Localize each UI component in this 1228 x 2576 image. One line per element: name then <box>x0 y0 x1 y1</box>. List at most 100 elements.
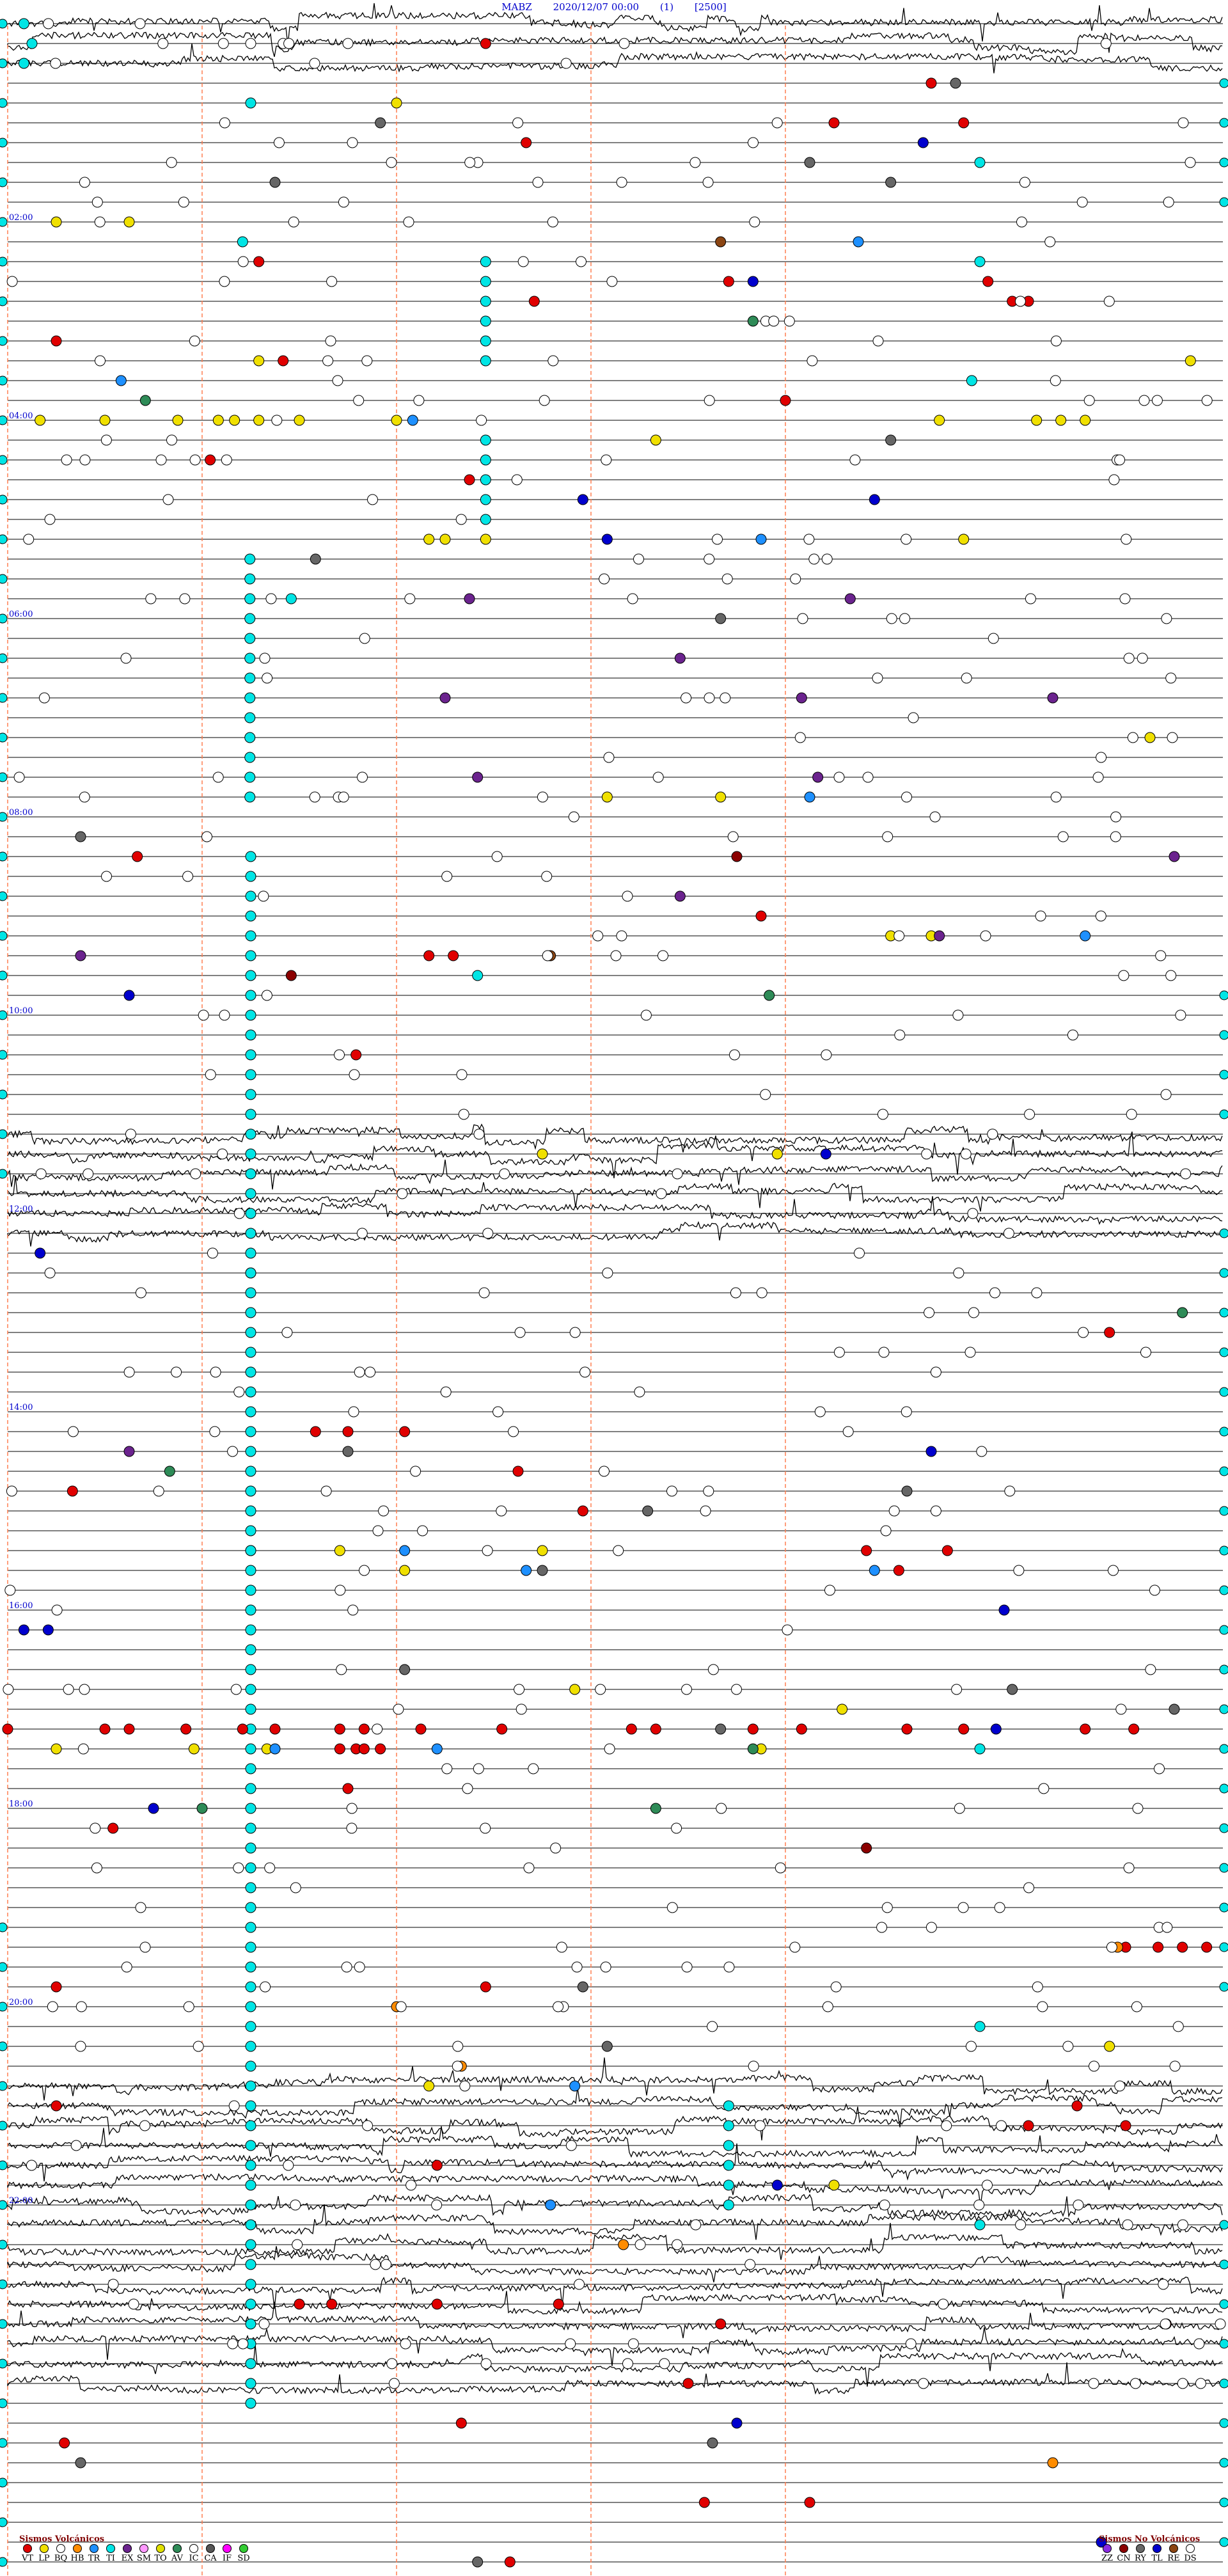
event-marker-LP <box>399 1565 411 1576</box>
event-marker-LP <box>1055 415 1067 426</box>
event-marker-TI <box>245 2041 256 2052</box>
legend-volcanic-title: Sismos Volcánicos <box>19 2534 105 2544</box>
event-marker-BQ <box>440 1386 452 1398</box>
event-marker-TI <box>245 1287 256 1299</box>
event-marker-BQ <box>6 1485 17 1497</box>
event-marker-VT <box>180 1723 192 1735</box>
event-marker-BQ <box>334 1049 345 1061</box>
event-marker-TI <box>244 633 256 644</box>
event-marker-BQ <box>70 2140 82 2151</box>
event-marker-BQ <box>833 1347 845 1358</box>
event-marker-TI <box>245 2219 256 2231</box>
event-marker-BQ <box>1165 672 1177 684</box>
event-marker-BQ <box>348 1406 359 1418</box>
event-marker-BQ <box>730 1287 741 1299</box>
legend-item-VT: VT <box>19 2544 36 2563</box>
event-marker-BQ <box>227 1446 239 1457</box>
event-marker-BQ <box>381 2259 392 2270</box>
event-marker-TI <box>723 2120 734 2131</box>
event-marker-LP <box>828 2179 840 2191</box>
event-marker-BQ <box>332 375 343 386</box>
event-marker-TI <box>245 990 256 1001</box>
event-marker-BQ <box>405 2179 417 2191</box>
event-marker-RY <box>715 1723 727 1735</box>
event-marker-BQ <box>262 672 273 684</box>
event-marker-TI <box>244 672 256 684</box>
event-marker-TI <box>245 1069 256 1080</box>
noisy-trace <box>7 31 1223 57</box>
event-marker-TI <box>974 157 986 168</box>
event-marker-BQ <box>50 58 61 69</box>
event-marker-TI <box>245 2259 256 2270</box>
event-marker-TL <box>771 2179 783 2191</box>
event-marker-RY <box>1007 1684 1018 1695</box>
event-marker-BQ <box>26 2160 37 2171</box>
legend-item-SM: SM <box>136 2544 152 2563</box>
legend-item-ZZ: ZZ <box>1099 2544 1115 2563</box>
event-marker-TI <box>245 1941 256 1953</box>
event-marker-BQ <box>748 137 759 148</box>
noisy-trace <box>7 2276 1223 2309</box>
event-marker-BQ <box>219 117 230 129</box>
event-marker-TI <box>1219 1783 1228 1794</box>
legend-item-TI: TI <box>102 2544 119 2563</box>
event-marker-AV <box>650 1803 661 1814</box>
event-marker-VT <box>358 1723 370 1735</box>
event-marker-AV <box>139 395 151 406</box>
event-marker-VT <box>278 355 289 367</box>
event-marker-VT <box>269 1723 281 1735</box>
event-marker-BQ <box>480 2358 492 2369</box>
event-marker-BQ <box>760 1089 771 1100</box>
event-marker-TI <box>245 1703 256 1715</box>
event-marker-VT <box>375 1743 386 1755</box>
event-marker-BQ <box>960 1148 972 1160</box>
event-marker-BQ <box>941 2120 952 2131</box>
event-marker-CN <box>861 1842 872 1854</box>
event-marker-TI <box>974 256 986 267</box>
hour-label: 02:00 <box>9 213 33 223</box>
event-marker-VT <box>480 1981 491 1993</box>
event-marker-BQ <box>702 177 714 188</box>
event-marker-TR <box>853 236 864 248</box>
legend-item-LP: LP <box>36 2544 52 2563</box>
event-marker-RY <box>885 177 897 188</box>
event-marker-BQ <box>265 593 277 604</box>
event-marker-BQ <box>862 771 874 783</box>
event-marker-BQ <box>1140 1347 1151 1358</box>
station-name: MABZ <box>501 1 532 13</box>
event-marker-BQ <box>217 38 229 49</box>
noisy-trace <box>7 2087 1223 2128</box>
event-marker-VT <box>650 1723 661 1735</box>
event-marker-CN <box>731 851 743 862</box>
event-marker-BQ <box>462 1783 473 1794</box>
event-marker-BQ <box>634 2239 646 2250</box>
event-marker-TI <box>0 296 8 306</box>
event-marker-TI <box>1219 2497 1228 2508</box>
event-marker-BQ <box>1121 533 1132 545</box>
event-marker-BQ <box>633 553 644 565</box>
event-marker-RY <box>901 1485 913 1497</box>
event-marker-TI <box>245 910 256 922</box>
event-marker-VT <box>780 395 791 406</box>
event-marker-TI <box>245 1029 256 1041</box>
event-marker-BQ <box>899 613 911 624</box>
event-marker-BQ <box>602 1267 613 1279</box>
event-marker-BQ <box>1050 791 1062 803</box>
event-marker-BQ <box>901 533 912 545</box>
noisy-trace <box>7 2362 1223 2395</box>
noisy-trace <box>7 2302 1223 2339</box>
event-marker-LP <box>537 1545 548 1556</box>
event-marker-TI <box>0 2398 8 2408</box>
event-marker-VT <box>67 1485 78 1497</box>
event-marker-LP <box>934 415 945 426</box>
event-marker-BQ <box>386 157 397 168</box>
event-marker-BQ <box>1062 2041 1074 2052</box>
event-marker-BQ <box>987 1128 998 1140</box>
event-marker-IC <box>342 38 354 49</box>
event-marker-BQ <box>976 1446 988 1457</box>
event-marker-BQ <box>878 1347 890 1358</box>
event-marker-EX <box>75 950 86 961</box>
legend-label: BQ <box>54 2554 68 2563</box>
event-marker-BQ <box>480 1822 491 1834</box>
event-marker-TI <box>1219 2339 1228 2349</box>
